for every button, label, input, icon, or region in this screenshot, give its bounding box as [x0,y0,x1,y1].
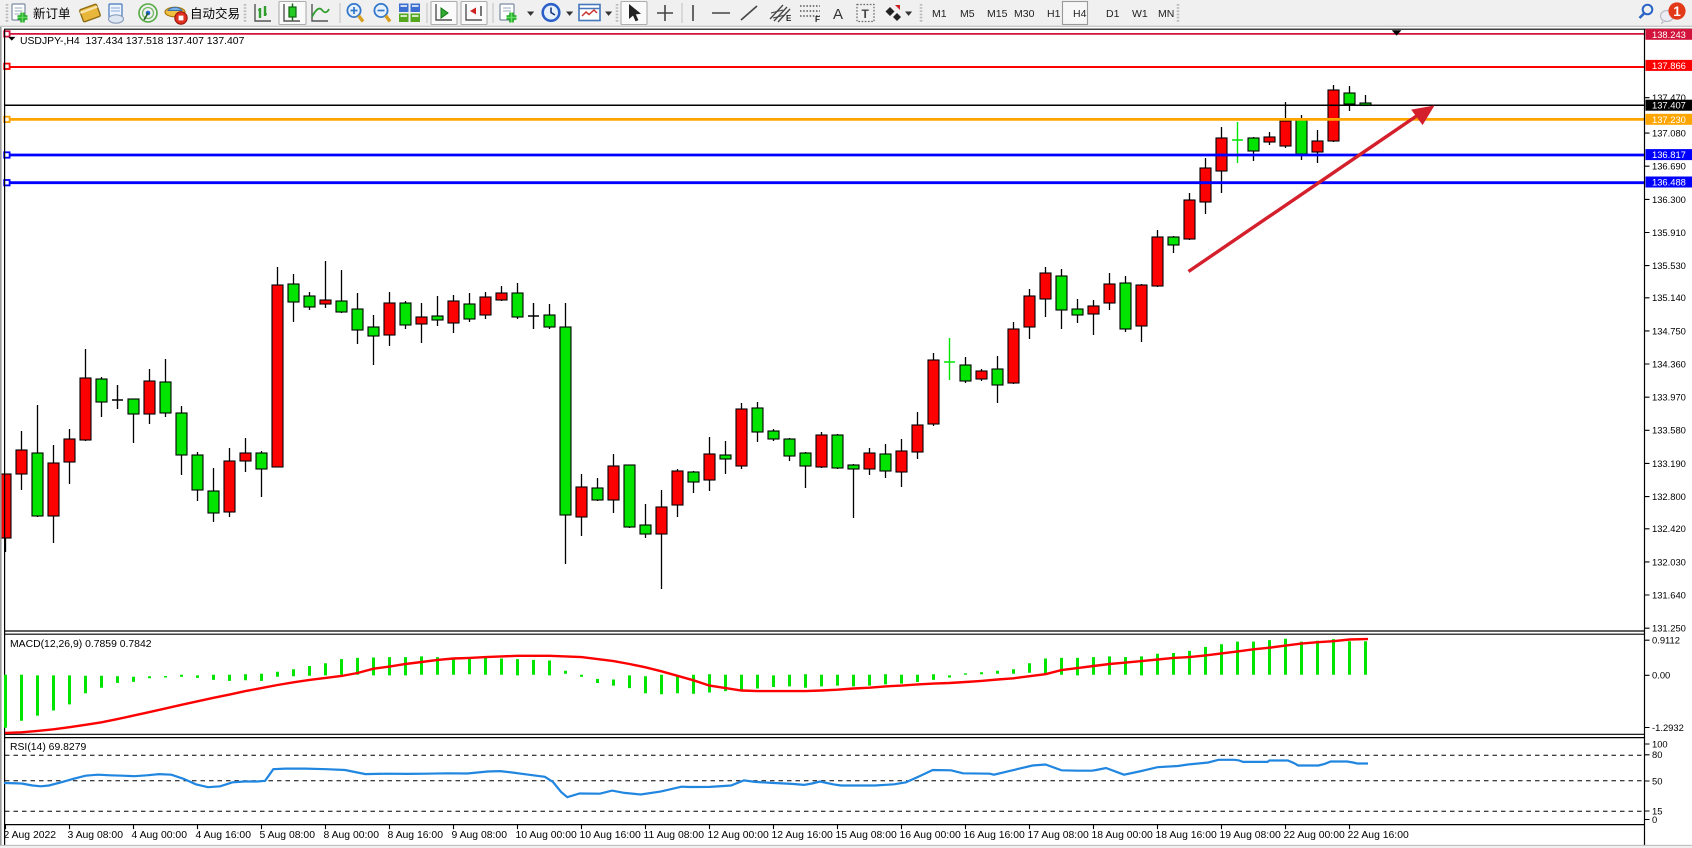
svg-text:11 Aug 08:00: 11 Aug 08:00 [644,830,705,841]
svg-text:T: T [862,7,870,21]
svg-text:136.690: 136.690 [1652,161,1686,172]
svg-text:16 Aug 16:00: 16 Aug 16:00 [964,830,1025,841]
svg-text:D1: D1 [1106,8,1120,20]
svg-text:137.407: 137.407 [1652,100,1686,111]
svg-text:135.910: 135.910 [1652,227,1686,238]
svg-text:136.817: 136.817 [1652,149,1686,160]
svg-text:135.140: 135.140 [1652,292,1686,303]
svg-text:10 Aug 00:00: 10 Aug 00:00 [516,830,577,841]
svg-text:131.250: 131.250 [1652,623,1686,634]
svg-text:135.530: 135.530 [1652,260,1686,271]
svg-text:5 Aug 08:00: 5 Aug 08:00 [260,830,316,841]
svg-text:F: F [815,15,820,24]
svg-text:-1.2932: -1.2932 [1652,722,1684,733]
svg-text:16 Aug 00:00: 16 Aug 00:00 [900,830,961,841]
svg-text:E: E [786,14,792,23]
svg-text:H1: H1 [1047,8,1061,20]
svg-text:134.360: 134.360 [1652,358,1686,369]
svg-text:M30: M30 [1014,8,1035,20]
svg-text:A: A [833,6,843,23]
svg-text:M5: M5 [960,8,975,20]
svg-text:136.300: 136.300 [1652,194,1686,205]
svg-text:18 Aug 16:00: 18 Aug 16:00 [1156,830,1217,841]
svg-text:4 Aug 16:00: 4 Aug 16:00 [196,830,252,841]
svg-text:133.970: 133.970 [1652,392,1686,403]
svg-text:80: 80 [1652,749,1662,760]
svg-text:自动交易: 自动交易 [190,6,240,21]
svg-text:133.580: 133.580 [1652,425,1686,436]
svg-text:0: 0 [1652,814,1657,825]
svg-text:138.243: 138.243 [1652,29,1686,40]
svg-text:100: 100 [1652,738,1668,749]
svg-text:MACD(12,26,9) 0.7859 0.7842: MACD(12,26,9) 0.7859 0.7842 [10,639,152,650]
svg-text:50: 50 [1652,775,1662,786]
svg-text:132.420: 132.420 [1652,523,1686,534]
svg-text:W1: W1 [1132,8,1148,20]
svg-text:19 Aug 08:00: 19 Aug 08:00 [1220,830,1281,841]
svg-text:M1: M1 [932,8,947,20]
svg-text:18 Aug 00:00: 18 Aug 00:00 [1092,830,1153,841]
svg-text:136.488: 136.488 [1652,177,1686,188]
svg-text:134.750: 134.750 [1652,325,1686,336]
svg-text:8 Aug 16:00: 8 Aug 16:00 [388,830,444,841]
svg-text:22 Aug 00:00: 22 Aug 00:00 [1284,830,1345,841]
svg-text:137.470: 137.470 [1652,92,1686,103]
svg-text:4 Aug 00:00: 4 Aug 00:00 [132,830,188,841]
svg-text:H4: H4 [1073,8,1087,20]
svg-text:132.030: 132.030 [1652,556,1686,567]
svg-text:USDJPY-,H4 137.434 137.518 13: USDJPY-,H4 137.434 137.518 137.407 137.4… [20,36,245,47]
svg-text:17 Aug 08:00: 17 Aug 08:00 [1028,830,1089,841]
svg-text:137.866: 137.866 [1652,60,1686,71]
svg-text:22 Aug 16:00: 22 Aug 16:00 [1348,830,1409,841]
svg-text:MN: MN [1158,8,1174,20]
svg-text:0.9112: 0.9112 [1652,635,1680,646]
svg-text:137.230: 137.230 [1652,114,1686,125]
svg-text:M15: M15 [987,8,1008,20]
svg-text:0.00: 0.00 [1652,670,1670,681]
svg-text:15: 15 [1652,805,1662,816]
svg-text:15 Aug 08:00: 15 Aug 08:00 [836,830,897,841]
svg-text:3 Aug 08:00: 3 Aug 08:00 [68,830,124,841]
svg-text:2 Aug 2022: 2 Aug 2022 [4,830,57,841]
svg-text:新订单: 新订单 [33,6,71,21]
svg-text:1: 1 [1673,4,1681,19]
svg-text:137.080: 137.080 [1652,128,1686,139]
svg-text:RSI(14) 69.8279: RSI(14) 69.8279 [10,742,86,753]
svg-text:132.800: 132.800 [1652,491,1686,502]
svg-text:12 Aug 16:00: 12 Aug 16:00 [772,830,833,841]
svg-text:9 Aug 08:00: 9 Aug 08:00 [452,830,508,841]
svg-text:12 Aug 00:00: 12 Aug 00:00 [708,830,769,841]
svg-text:8 Aug 00:00: 8 Aug 00:00 [324,830,380,841]
svg-text:10 Aug 16:00: 10 Aug 16:00 [580,830,641,841]
svg-text:133.190: 133.190 [1652,458,1686,469]
svg-text:131.640: 131.640 [1652,589,1686,600]
